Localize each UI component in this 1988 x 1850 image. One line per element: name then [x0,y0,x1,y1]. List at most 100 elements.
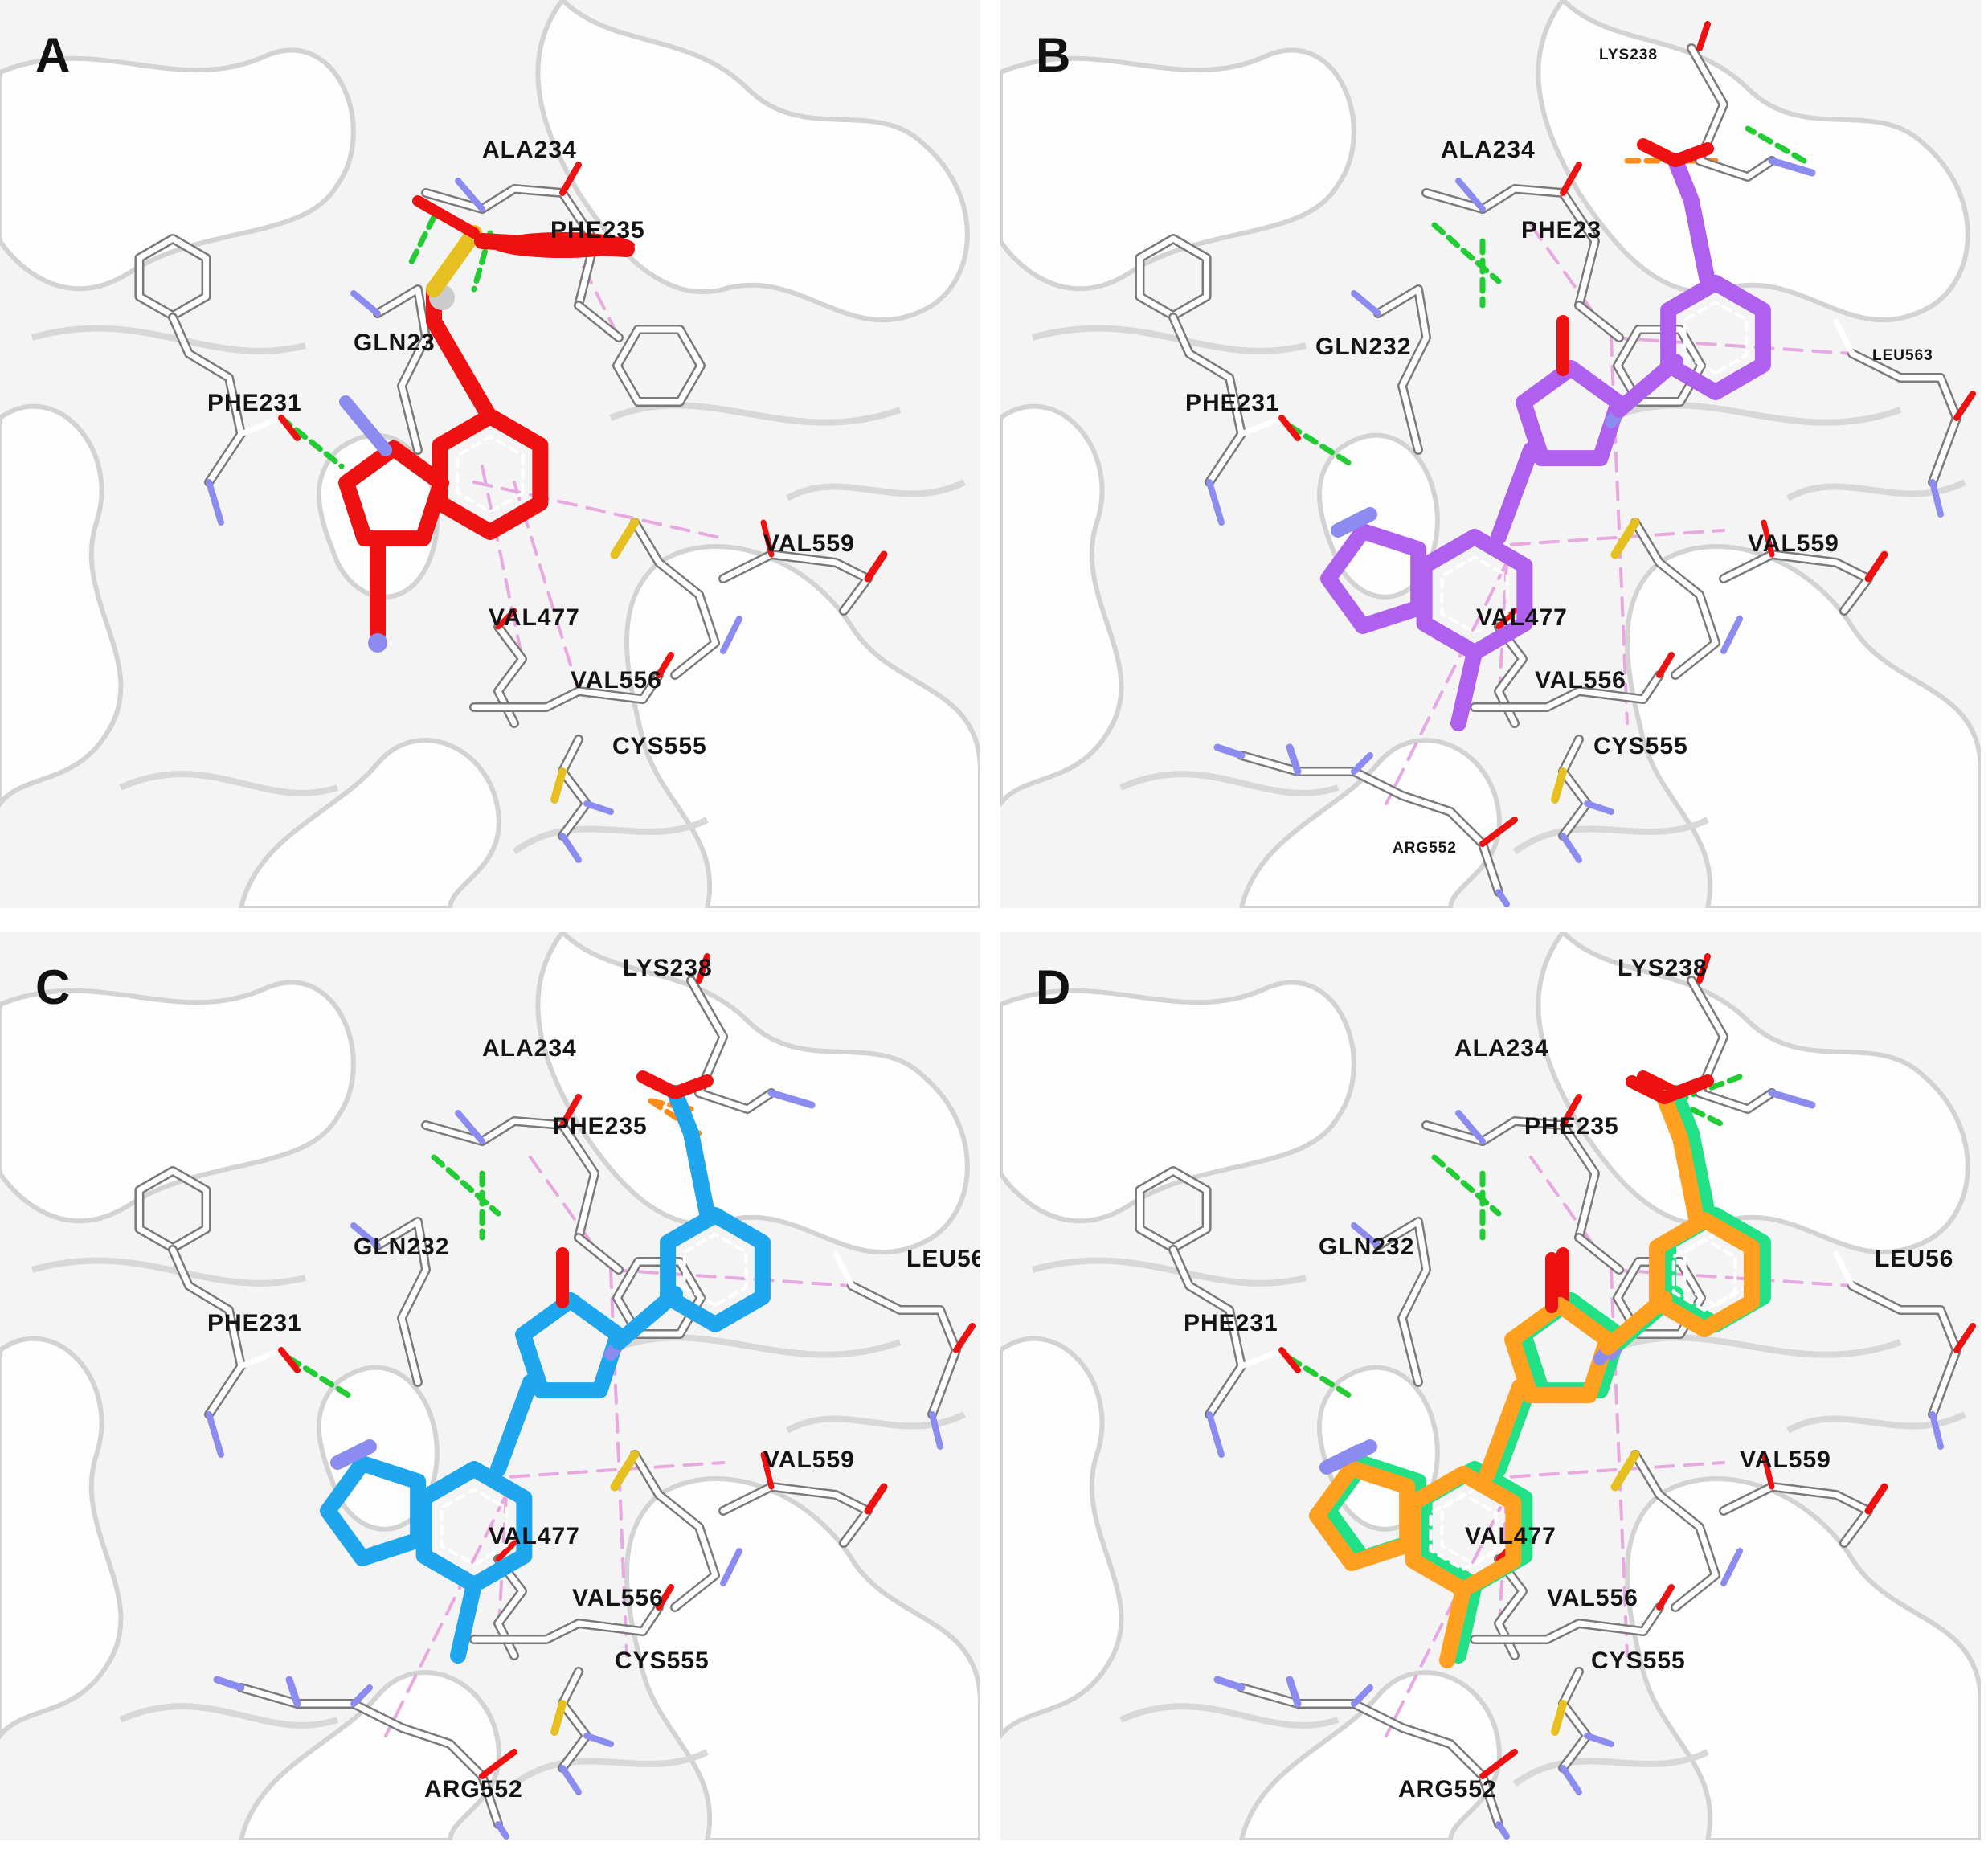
surface-patch [1238,1670,1502,1840]
surface-contour [119,1703,339,1729]
label-phe235: PHE235 [550,217,645,244]
label-val477: VAL477 [489,604,580,631]
aromatic-ring-marker [456,435,525,514]
leu563-n-tip [1929,1411,1944,1450]
val559-n-tip [720,1548,742,1586]
phe235-ring [614,1259,704,1337]
gln232-n-tip [350,290,381,317]
gln232-chain [374,286,429,453]
ligand-indole-n [1319,1444,1366,1475]
surface-patch [0,47,356,292]
pi-alkyl-contact [1385,1493,1508,1737]
label-cys555: CYS555 [612,733,707,759]
ligand-indole-n [1331,507,1377,538]
lys238-nz-tip [767,1089,816,1109]
pi-alkyl-contact [1481,1461,1725,1480]
label-gln232: GLN232 [354,1234,450,1260]
met-chain [632,519,718,678]
val559-chain [720,1484,871,1546]
label-cys555: CYS555 [1591,1647,1686,1674]
label-leu563: LEU56 [906,1246,980,1272]
surface-patch [1238,738,1502,908]
phe231-n-tip [1206,479,1225,526]
leu563-cd1 [832,1250,855,1289]
pi-alkyl-contact [1610,336,1854,355]
val556-o-tip [1656,1584,1675,1611]
hydrogen-bond [1745,125,1807,164]
phe235-chain [575,1234,622,1273]
panel-c: C LYS238 ALA234 PHE235 GLN232 LEU56 PHE231 VAL5… [0,932,980,1840]
leu563-chain [1849,1283,1960,1418]
ala234-backbone [1423,1118,1598,1241]
pi-alkyl-contact [384,1493,508,1737]
surface-contour [786,1411,966,1434]
panel-letter: D [1036,960,1071,1014]
cys555-sulfur [1551,1700,1567,1736]
cys555-n2-tip [559,833,582,863]
label-ala234: ALA234 [1454,1035,1549,1062]
met-chain [1632,519,1719,678]
surface-contour [119,771,339,796]
phe231-o-tip [1278,1347,1301,1373]
ligand-pyrrole-ring [1309,1460,1416,1571]
arg552-nh1-tip [213,1676,245,1692]
val559-chain [720,551,871,614]
lys238-chain [688,977,775,1112]
phe231-co [238,1347,284,1369]
pi-alkyl-contact [609,1268,853,1287]
phe235-ring [1614,326,1704,405]
aromatic-ring-marker [1429,1492,1498,1571]
protein-surface [0,932,980,1840]
val559-o2-tip [760,1451,775,1490]
lys238-o-tip [1696,21,1711,51]
label-lys238: LYS238 [1599,47,1658,63]
surface-contour [512,817,709,855]
panel-d: D LYS238 ALA234 PHE235 GLN232 LEU56 PHE231 VAL5… [1000,932,1981,1840]
label-gln232: GLN23 [354,329,436,356]
val556-chain [471,672,662,710]
val559-o2-tip [1761,1451,1775,1490]
ligand-link1 [490,1374,538,1477]
arg552-nh1-tip [1213,743,1246,759]
phe231-co [1238,415,1285,437]
cys555-sulfur [550,767,567,804]
ala234-n-tip [1455,1110,1486,1144]
label-val477: VAL477 [1465,1523,1556,1549]
label-ala234: ALA234 [482,137,577,163]
panel-letter: B [1036,28,1071,82]
label-phe235: PHE23 [1521,217,1602,244]
surface-contour [1512,817,1709,855]
residue-sticks [1135,953,1976,1840]
ligand-edge-ring [490,232,635,258]
phe231-o-tip [1278,415,1301,441]
label-ala234: ALA234 [482,1035,577,1062]
surface-patch [0,403,124,808]
ligand-benzene-ring [432,408,549,540]
leu563-o-tip [1953,391,1976,421]
ligand-benzene-ring [1416,529,1533,661]
ligand-pyrrole-ring [320,1455,427,1566]
met-chain [1632,1451,1719,1611]
val559-chain [1720,1484,1871,1546]
surface-patch [1536,0,1970,323]
ligand-indole-n [339,395,392,456]
hydrogen-bond [1672,1074,1743,1104]
val559-o-tip [864,550,888,583]
ligand-indole-n [330,1439,377,1470]
pi-alkyl-contact [472,481,725,540]
ligand-3-1 [1309,1075,1760,1668]
cys555-n-tip [583,1733,614,1747]
val556-chain [1471,1604,1663,1643]
label-val559: VAL559 [763,1447,855,1473]
surface-contour [1786,479,1966,501]
phe231-o-tip [278,1347,301,1373]
cys555-n-tip [583,800,614,815]
ligand-phenyl [1649,1212,1760,1337]
ligand-methyl [450,1577,482,1664]
surface-contour [31,325,306,354]
label-phe235: PHE235 [553,1113,648,1140]
ligand-link1 [1479,1379,1528,1482]
val556-o-tip [656,1584,674,1611]
pi-alkyl-contact [481,1461,725,1480]
